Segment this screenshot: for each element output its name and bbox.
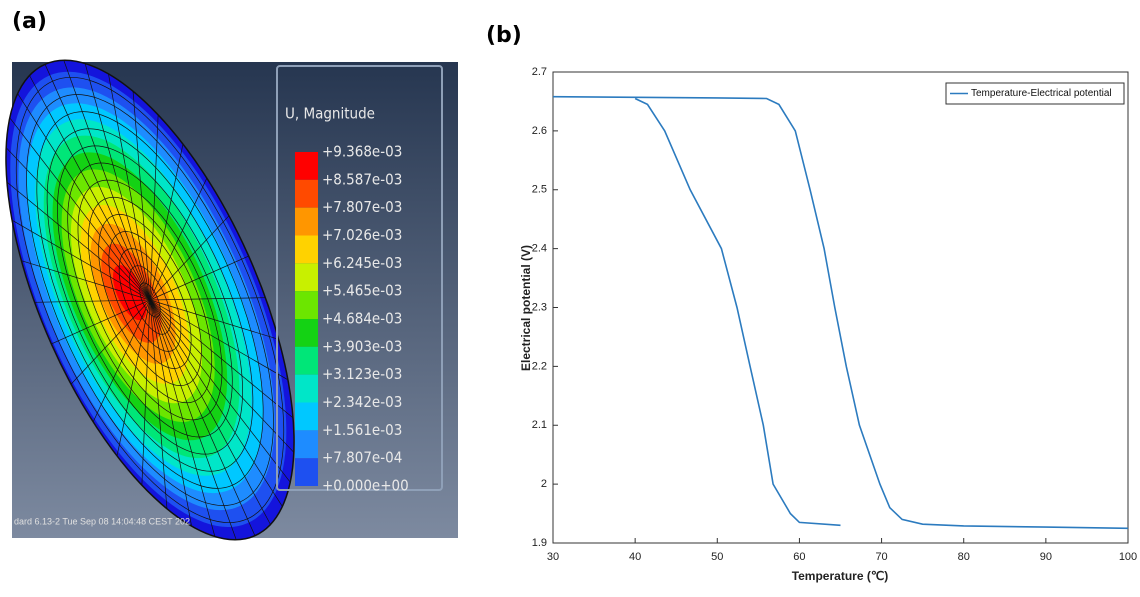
- y-tick-label: 2.2: [532, 360, 547, 372]
- mesh-line: [92, 299, 151, 423]
- x-axis-label: Temperature (℃): [792, 569, 889, 583]
- legend-box: [276, 65, 443, 491]
- legend-label: +9.368e-03: [322, 143, 402, 161]
- legend-label: +8.587e-03: [322, 170, 402, 188]
- mesh-line: [63, 60, 151, 301]
- mesh-line: [84, 63, 151, 301]
- legend-swatch: [295, 346, 318, 375]
- line-chart: Temperature (℃) Electrical potential (V)…: [519, 66, 1137, 583]
- y-tick-label: 2: [541, 478, 547, 490]
- legend-label: +7.807e-03: [322, 198, 402, 216]
- x-tick-label: 30: [547, 551, 559, 563]
- plot-area: [552, 71, 1129, 544]
- data-line: [552, 95, 1129, 530]
- mesh-line: [149, 299, 192, 527]
- legend-label: +3.123e-03: [322, 365, 402, 383]
- legend-label: +3.903e-03: [322, 337, 402, 355]
- contour-plot: [2, 56, 298, 544]
- mesh-line: [149, 299, 291, 483]
- y-tick-label: 2.7: [532, 66, 547, 78]
- mesh-line: [149, 177, 208, 301]
- y-tick-label: 2.3: [532, 301, 547, 313]
- y-axis-label: Electrical potential (V): [519, 245, 533, 371]
- mesh-line: [21, 260, 151, 301]
- legend-swatch: [295, 402, 318, 431]
- mesh-line: [108, 73, 151, 301]
- legend-title: U, Magnitude: [285, 105, 375, 123]
- mesh-line: [149, 299, 216, 537]
- mesh-line: [5, 147, 151, 301]
- contour-band: [112, 265, 147, 321]
- mesh-line: [149, 299, 271, 525]
- x-tick-label: 70: [875, 551, 887, 563]
- legend-swatch: [295, 152, 318, 180]
- mesh-line: [9, 117, 151, 301]
- mesh-line: [149, 299, 237, 540]
- contour-outline: [5, 59, 295, 541]
- legend-label: +7.026e-03: [322, 226, 402, 244]
- mesh-line: [149, 114, 159, 301]
- mesh-line: [141, 299, 151, 486]
- contour-bands: [2, 56, 298, 544]
- mesh-line: [17, 93, 151, 301]
- legend-swatch: [295, 235, 318, 264]
- mesh-line: [149, 299, 283, 507]
- mesh-line: [6, 181, 151, 301]
- mesh-line: [51, 299, 151, 345]
- x-tick-label: 100: [1119, 551, 1137, 563]
- legend-swatch: [295, 179, 318, 208]
- y-tick-label: 2.5: [532, 184, 547, 196]
- panel-label: (a): [12, 9, 47, 34]
- legend-label: +0.000e+00: [322, 477, 409, 495]
- x-tick-label: 90: [1040, 551, 1052, 563]
- mesh-line: [116, 299, 151, 456]
- mesh-line: [149, 299, 295, 453]
- mesh-line: [44, 64, 151, 301]
- mesh-line: [149, 299, 168, 509]
- x-tick-label: 60: [793, 551, 805, 563]
- mesh-line: [149, 297, 266, 301]
- mesh-line: [149, 215, 230, 301]
- legend-label: Temperature-Electrical potential: [971, 88, 1112, 99]
- x-tick-label: 40: [629, 551, 641, 563]
- mesh-line: [149, 255, 249, 301]
- legend-label: +4.684e-03: [322, 310, 402, 328]
- mesh-line: [149, 144, 184, 301]
- mesh-line: [29, 75, 151, 301]
- legend-swatch: [295, 458, 318, 486]
- legend-swatch: [295, 263, 318, 292]
- y-tick-label: 2.1: [532, 419, 547, 431]
- legend-swatch: [295, 430, 318, 459]
- footer: dard 6.13-2 Tue Sep 08 14:04:48 CEST 202: [14, 516, 190, 526]
- mesh-line: [149, 299, 294, 419]
- legend-label: +1.561e-03: [322, 421, 402, 439]
- legend-label: +6.245e-03: [322, 254, 402, 272]
- y-tick-label: 2.6: [532, 125, 547, 137]
- mesh-line: [149, 299, 289, 381]
- x-tick-label: 80: [958, 551, 970, 563]
- y-tick-label: 2.4: [532, 243, 547, 255]
- legend-label: +7.807e-04: [322, 449, 402, 467]
- mesh-line: [132, 91, 151, 301]
- legend-swatch: [295, 291, 318, 319]
- mesh-line: [70, 299, 151, 385]
- y-tick-label: 1.9: [532, 537, 547, 549]
- mesh-line: [149, 299, 256, 536]
- mesh-line: [34, 299, 151, 303]
- legend-swatch: [295, 374, 318, 403]
- legend-label: +2.342e-03: [322, 393, 402, 411]
- mesh-line: [149, 299, 279, 340]
- mesh-line: [11, 219, 151, 301]
- legend-label: +5.465e-03: [322, 282, 402, 300]
- legend-swatch: [295, 207, 318, 236]
- legend-swatch: [295, 319, 318, 347]
- panel-label: (b): [486, 23, 522, 48]
- legend-box: [945, 82, 1125, 105]
- x-tick-label: 50: [711, 551, 723, 563]
